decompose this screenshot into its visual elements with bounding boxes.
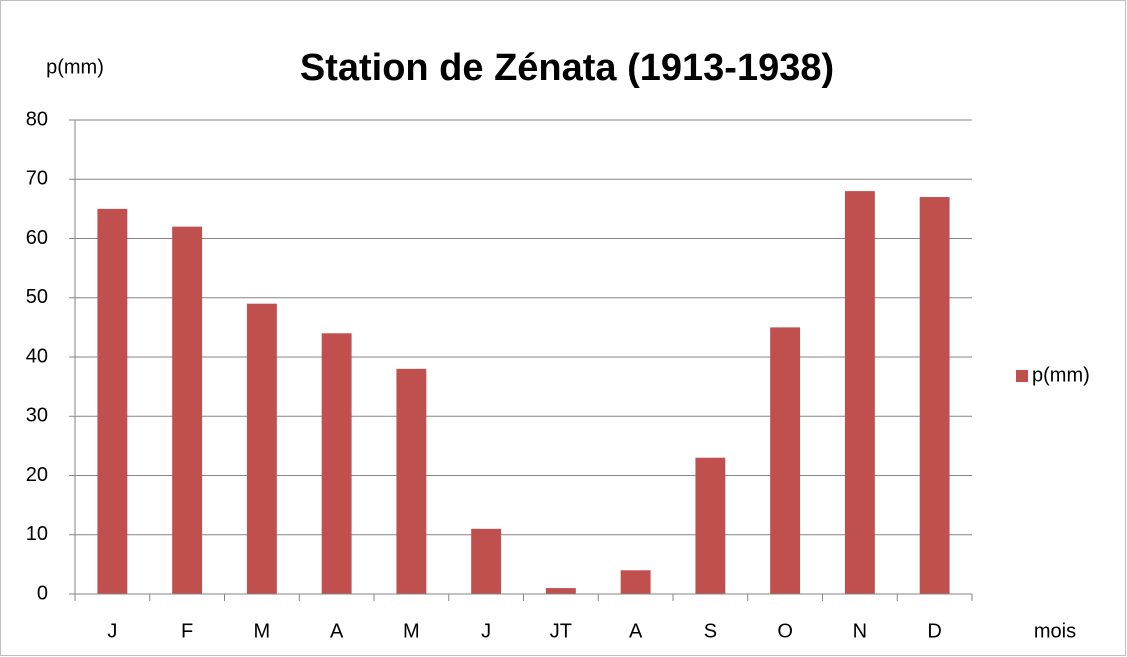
y-tick-label: 50	[26, 286, 48, 308]
bar	[545, 588, 576, 594]
bar	[246, 303, 277, 594]
x-tick-label: J	[107, 620, 117, 642]
bar	[97, 208, 128, 594]
y-tick-label: 30	[26, 405, 48, 427]
bar	[695, 457, 726, 594]
x-tick-label: A	[330, 620, 344, 642]
x-tick-label: JT	[550, 620, 572, 642]
y-tick-label: 20	[26, 464, 48, 486]
y-tick-label: 80	[26, 108, 48, 130]
bar	[919, 197, 950, 594]
bar	[620, 570, 651, 594]
chart-title: Station de Zénata (1913-1938)	[300, 47, 834, 89]
bar	[844, 191, 875, 594]
x-tick-label: S	[704, 620, 717, 642]
x-tick-label: M	[403, 620, 420, 642]
y-tick-label: 0	[37, 582, 48, 604]
x-tick-label: A	[629, 620, 643, 642]
y-tick-label: 10	[26, 523, 48, 545]
x-tick-label: F	[181, 620, 193, 642]
y-tick-label: 70	[26, 168, 48, 190]
x-tick-label: J	[481, 620, 491, 642]
x-tick-label: D	[927, 620, 941, 642]
y-axis-label: p(mm)	[46, 56, 104, 78]
legend-label: p(mm)	[1032, 364, 1090, 386]
y-tick-label: 40	[26, 345, 48, 367]
x-axis-label: mois	[1034, 620, 1076, 642]
x-tick-label: O	[777, 620, 793, 642]
bar	[321, 333, 352, 594]
bar	[471, 528, 502, 594]
bar	[396, 368, 427, 594]
bar	[172, 226, 203, 594]
x-tick-label: M	[254, 620, 271, 642]
bar	[770, 327, 801, 594]
legend-swatch	[1016, 370, 1028, 382]
y-tick-label: 60	[26, 227, 48, 249]
x-tick-label: N	[853, 620, 867, 642]
